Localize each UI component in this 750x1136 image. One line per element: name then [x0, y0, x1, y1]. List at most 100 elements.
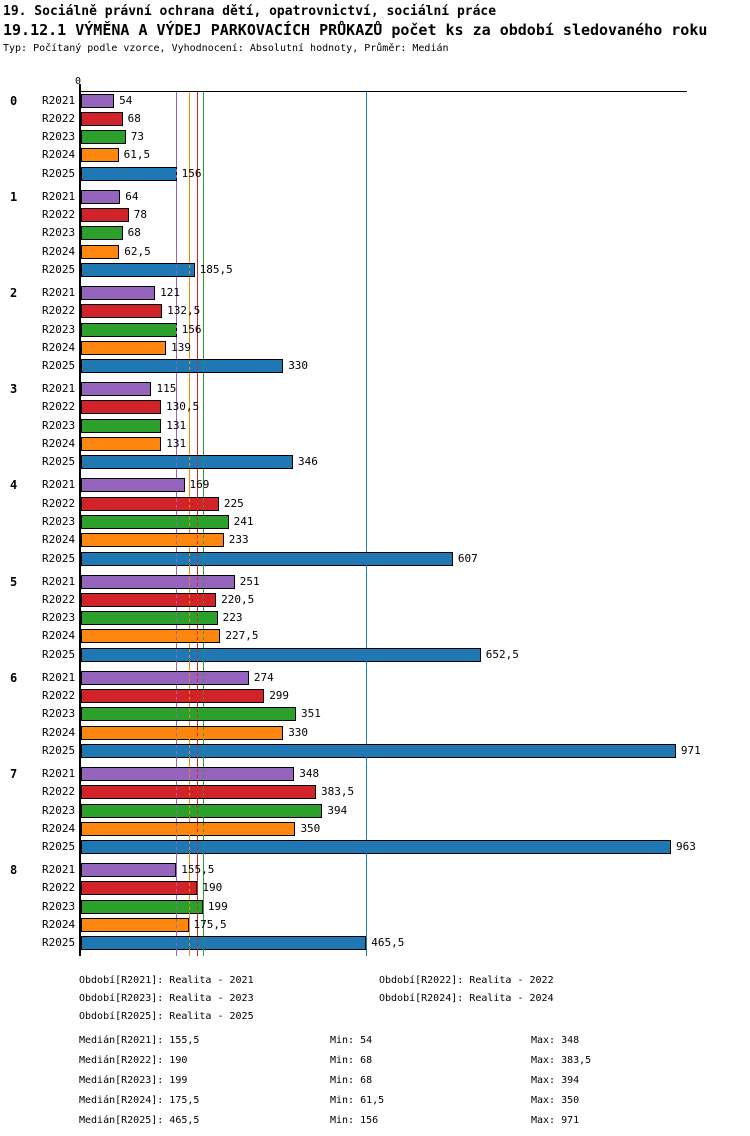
- bar-value-label: 199: [207, 899, 228, 913]
- legend-item: Období[R2025]: Realita - 2025: [79, 1011, 254, 1022]
- series-row-label: R2025: [42, 263, 76, 277]
- bar-R2023-group-0: [81, 130, 126, 145]
- bar-R2024-group-2: [81, 340, 167, 355]
- series-row-label: R2025: [42, 647, 76, 661]
- bar-value-label: 175,5: [193, 918, 227, 932]
- bar-value-label: 155,5: [181, 863, 215, 877]
- stat-max: Max: 383,5: [531, 1055, 592, 1066]
- bar-value-label: 68: [127, 111, 141, 125]
- bar-R2022-group-2: [81, 304, 163, 319]
- bar-R2023-group-5: [81, 611, 218, 626]
- bar-value-label: 130,5: [165, 400, 200, 414]
- series-row-label: R2023: [42, 514, 76, 528]
- bar-value-label: 132,5: [167, 304, 201, 318]
- bar-R2021-group-5: [81, 574, 235, 589]
- series-row-label: R2022: [42, 304, 76, 318]
- bar-value-label: 251: [239, 574, 260, 588]
- bar-R2025-group-6: [81, 744, 676, 759]
- bar-R2025-group-2: [81, 359, 284, 374]
- stat-median: Medián[R2025]: 465,5: [79, 1115, 200, 1126]
- bar-value-label: 156: [181, 322, 202, 336]
- bar-value-label: 73: [130, 130, 144, 144]
- bar-R2021-group-2: [81, 285, 156, 300]
- x-axis-line: [81, 91, 687, 92]
- legend-item: Období[R2022]: Realita - 2022: [379, 975, 554, 986]
- stat-min: Min: 68: [330, 1075, 373, 1086]
- series-row-label: R2021: [42, 574, 76, 588]
- bar-R2024-group-0: [81, 148, 119, 163]
- page-title: 19. Sociálně právní ochrana dětí, opatro…: [3, 4, 497, 19]
- series-row-label: R2024: [42, 918, 76, 932]
- bar-value-label: 652,5: [485, 647, 519, 661]
- bar-R2025-group-0: [81, 166, 177, 181]
- series-row-label: R2022: [42, 785, 76, 799]
- series-row-label: R2021: [42, 766, 76, 780]
- median-line-dash-R2022: [197, 91, 199, 956]
- bar-R2021-group-6: [81, 670, 249, 685]
- bar-value-label: 971: [680, 744, 701, 758]
- bar-R2024-group-4: [81, 533, 224, 548]
- bar-value-label: 330: [288, 359, 309, 373]
- series-row-label: R2023: [42, 418, 76, 432]
- bar-value-label: 156: [181, 166, 202, 180]
- bar-R2021-group-3: [81, 382, 152, 397]
- bar-value-label: 220,5: [221, 592, 255, 606]
- series-row-label: R2024: [42, 821, 76, 835]
- series-row-label: R2024: [42, 629, 76, 643]
- series-row-label: R2025: [42, 166, 76, 180]
- y-axis-line: [79, 91, 81, 956]
- bar-value-label: 190: [202, 881, 223, 895]
- bar-R2023-group-2: [81, 322, 177, 337]
- bar-value-label: 233: [228, 533, 249, 547]
- series-row-label: R2025: [42, 840, 76, 854]
- bar-R2021-group-8: [81, 863, 177, 878]
- bar-R2021-group-4: [81, 478, 185, 493]
- series-row-label: R2021: [42, 478, 76, 492]
- bar-value-label: 62,5: [124, 244, 151, 258]
- bar-R2025-group-4: [81, 551, 453, 566]
- series-row-label: R2025: [42, 551, 76, 565]
- bar-R2025-group-8: [81, 936, 367, 951]
- series-row-label: R2021: [42, 863, 76, 877]
- bar-R2022-group-0: [81, 111, 123, 126]
- bar-value-label: 78: [133, 208, 148, 222]
- stat-min: Min: 68: [330, 1055, 373, 1066]
- chart-meta: Typ: Počítaný podle vzorce, Vyhodnocení:…: [3, 43, 449, 54]
- bar-R2021-group-7: [81, 766, 295, 781]
- series-row-label: R2025: [42, 744, 76, 758]
- series-row-label: R2024: [42, 533, 76, 547]
- category-label: 3: [10, 382, 18, 397]
- bar-R2025-group-5: [81, 647, 481, 662]
- bar-value-label: 351: [301, 707, 321, 721]
- category-label: 6: [10, 670, 18, 685]
- bar-value-label: 394: [327, 803, 348, 817]
- bar-value-label: 607: [457, 551, 478, 565]
- median-line-dash-R2021: [176, 91, 178, 956]
- bar-value-label: 383,5: [320, 785, 355, 799]
- bar-R2022-group-6: [81, 689, 265, 704]
- bar-R2022-group-3: [81, 400, 161, 415]
- category-label: 0: [10, 93, 18, 108]
- series-row-label: R2022: [42, 592, 76, 606]
- series-row-label: R2021: [42, 382, 76, 396]
- bar-R2022-group-7: [81, 785, 316, 800]
- bar-R2023-group-8: [81, 899, 203, 914]
- category-label: 2: [10, 285, 18, 300]
- series-row-label: R2021: [42, 189, 76, 203]
- bar-R2024-group-1: [81, 244, 120, 259]
- stat-max: Max: 350: [531, 1095, 580, 1106]
- bar-R2021-group-1: [81, 189, 121, 204]
- bar-R2024-group-5: [81, 629, 221, 644]
- stat-median: Medián[R2024]: 175,5: [79, 1095, 200, 1106]
- series-row-label: R2021: [42, 93, 76, 107]
- bar-value-label: 299: [269, 689, 290, 703]
- stat-max: Max: 394: [531, 1075, 580, 1086]
- stat-max: Max: 971: [531, 1115, 580, 1126]
- bar-R2023-group-3: [81, 418, 162, 433]
- bar-R2023-group-1: [81, 226, 123, 241]
- stat-median: Medián[R2022]: 190: [79, 1055, 188, 1066]
- series-row-label: R2023: [42, 130, 76, 144]
- bar-value-label: 139: [171, 340, 192, 354]
- series-row-label: R2022: [42, 111, 76, 125]
